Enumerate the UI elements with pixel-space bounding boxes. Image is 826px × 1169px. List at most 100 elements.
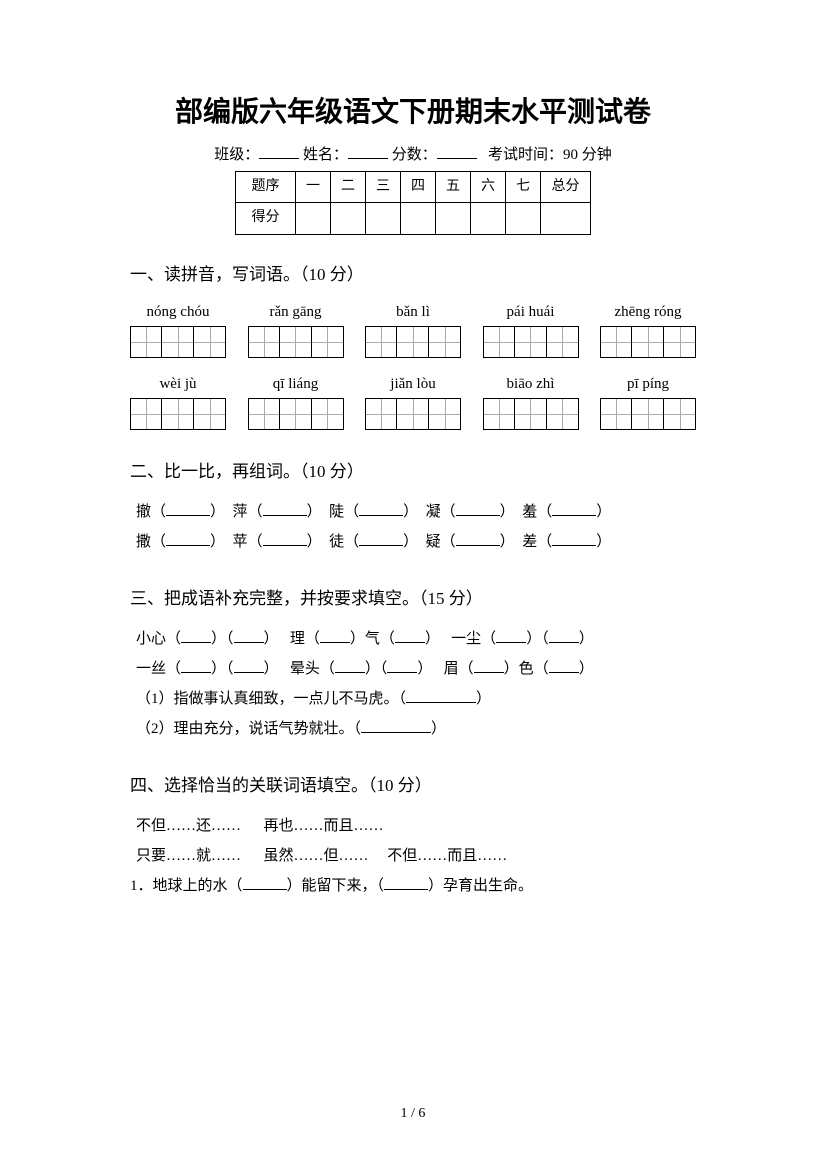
blank[interactable] bbox=[474, 658, 504, 673]
blank[interactable] bbox=[335, 658, 365, 673]
idiom-part: 晕头 bbox=[290, 661, 320, 677]
char: 徒 bbox=[329, 534, 344, 550]
table-row: 题序 一 二 三 四 五 六 七 总分 bbox=[236, 171, 591, 202]
text: （2）理由充分，说话气势就壮。（ bbox=[136, 721, 361, 737]
char-grid[interactable] bbox=[130, 326, 226, 358]
text: ） bbox=[431, 721, 446, 737]
score-cell[interactable] bbox=[506, 203, 541, 234]
blank[interactable] bbox=[263, 531, 307, 546]
blank[interactable] bbox=[359, 531, 403, 546]
char: 疑 bbox=[426, 534, 441, 550]
blank[interactable] bbox=[234, 658, 264, 673]
char-grid[interactable] bbox=[600, 326, 696, 358]
blank[interactable] bbox=[496, 628, 526, 643]
blank[interactable] bbox=[361, 718, 431, 733]
blank[interactable] bbox=[552, 501, 596, 516]
th-total: 总分 bbox=[541, 171, 591, 202]
blank[interactable] bbox=[552, 531, 596, 546]
blank[interactable] bbox=[456, 501, 500, 516]
q4-opts-2: 只要……就…… 虽然……但…… 不但……而且…… bbox=[130, 841, 696, 871]
th-6: 六 bbox=[471, 171, 506, 202]
score-blank[interactable] bbox=[437, 144, 477, 159]
pinyin: rǎn gāng bbox=[248, 300, 344, 324]
idiom-part: 一丝 bbox=[136, 661, 166, 677]
pinyin-row-2: wèi jù qī liáng jiǎn lòu biāo zhì pī pín… bbox=[130, 372, 696, 396]
text: ）孕育出生命。 bbox=[428, 878, 533, 894]
blank[interactable] bbox=[243, 875, 287, 890]
blank[interactable] bbox=[395, 628, 425, 643]
score-cell[interactable] bbox=[541, 203, 591, 234]
idiom-part: 气 bbox=[365, 631, 380, 647]
pinyin: pái huái bbox=[483, 300, 579, 324]
class-label: 班级： bbox=[214, 147, 259, 163]
char-grid[interactable] bbox=[365, 398, 461, 430]
blank[interactable] bbox=[166, 501, 210, 516]
pinyin: pī píng bbox=[600, 372, 696, 396]
blank[interactable] bbox=[384, 875, 428, 890]
q3-sub2: （2）理由充分，说话气势就壮。（ ） bbox=[130, 714, 696, 744]
section1-title: 一、读拼音，写词语。（10 分） bbox=[130, 261, 696, 288]
idiom-part: 色 bbox=[519, 661, 534, 677]
section2-title: 二、比一比，再组词。（10 分） bbox=[130, 458, 696, 485]
pinyin: jiǎn lòu bbox=[365, 372, 461, 396]
char-grid[interactable] bbox=[365, 326, 461, 358]
char: 苹 bbox=[233, 534, 248, 550]
pinyin: zhēng róng bbox=[600, 300, 696, 324]
pinyin: wèi jù bbox=[130, 372, 226, 396]
blank[interactable] bbox=[406, 688, 476, 703]
th-2: 二 bbox=[331, 171, 366, 202]
q2-line-2: 撒（） 苹（） 徒（） 疑（） 差（） bbox=[130, 527, 696, 557]
idiom-part: 小心 bbox=[136, 631, 166, 647]
blank[interactable] bbox=[166, 531, 210, 546]
idiom-part: 一尘 bbox=[451, 631, 481, 647]
th-seq: 题序 bbox=[236, 171, 296, 202]
blank[interactable] bbox=[263, 501, 307, 516]
score-table: 题序 一 二 三 四 五 六 七 总分 得分 bbox=[235, 171, 591, 235]
score-cell[interactable] bbox=[296, 203, 331, 234]
pinyin: bǎn lì bbox=[365, 300, 461, 324]
text: ） bbox=[476, 691, 491, 707]
blank[interactable] bbox=[320, 628, 350, 643]
opt: 不但……还…… bbox=[136, 818, 241, 834]
blank[interactable] bbox=[234, 628, 264, 643]
score-cell[interactable] bbox=[471, 203, 506, 234]
char-grid[interactable] bbox=[248, 398, 344, 430]
char-grid[interactable] bbox=[483, 398, 579, 430]
page-number: 1 / 6 bbox=[130, 1103, 696, 1125]
blank[interactable] bbox=[359, 501, 403, 516]
char-grid[interactable] bbox=[130, 398, 226, 430]
class-blank[interactable] bbox=[259, 144, 299, 159]
score-cell[interactable] bbox=[401, 203, 436, 234]
pinyin: nóng chóu bbox=[130, 300, 226, 324]
grids-row-1 bbox=[130, 326, 696, 358]
blank[interactable] bbox=[181, 658, 211, 673]
char-grid[interactable] bbox=[483, 326, 579, 358]
idiom-part: 眉 bbox=[444, 661, 459, 677]
char: 差 bbox=[522, 534, 537, 550]
th-4: 四 bbox=[401, 171, 436, 202]
blank[interactable] bbox=[456, 531, 500, 546]
page-title: 部编版六年级语文下册期末水平测试卷 bbox=[130, 90, 696, 135]
q4-q1: 1．地球上的水（）能留下来，（）孕育出生命。 bbox=[130, 871, 696, 901]
char: 羞 bbox=[522, 504, 537, 520]
opt: 只要……就…… bbox=[136, 848, 241, 864]
q3-idioms-1: 小心（）（） 理（）气（） 一尘（）（） bbox=[130, 624, 696, 654]
name-blank[interactable] bbox=[348, 144, 388, 159]
blank[interactable] bbox=[181, 628, 211, 643]
th-3: 三 bbox=[366, 171, 401, 202]
opt: 不但……而且…… bbox=[387, 848, 507, 864]
char: 撒 bbox=[136, 534, 151, 550]
score-cell[interactable] bbox=[436, 203, 471, 234]
score-cell[interactable] bbox=[366, 203, 401, 234]
blank[interactable] bbox=[549, 628, 579, 643]
char-grid[interactable] bbox=[248, 326, 344, 358]
blank[interactable] bbox=[387, 658, 417, 673]
char-grid[interactable] bbox=[600, 398, 696, 430]
score-label: 分数： bbox=[392, 147, 437, 163]
pinyin: qī liáng bbox=[248, 372, 344, 396]
char: 陡 bbox=[329, 504, 344, 520]
q3-sub1: （1）指做事认真细致，一点儿不马虎。（） bbox=[130, 684, 696, 714]
blank[interactable] bbox=[549, 658, 579, 673]
score-cell[interactable] bbox=[331, 203, 366, 234]
opt: 虽然……但…… bbox=[264, 848, 369, 864]
